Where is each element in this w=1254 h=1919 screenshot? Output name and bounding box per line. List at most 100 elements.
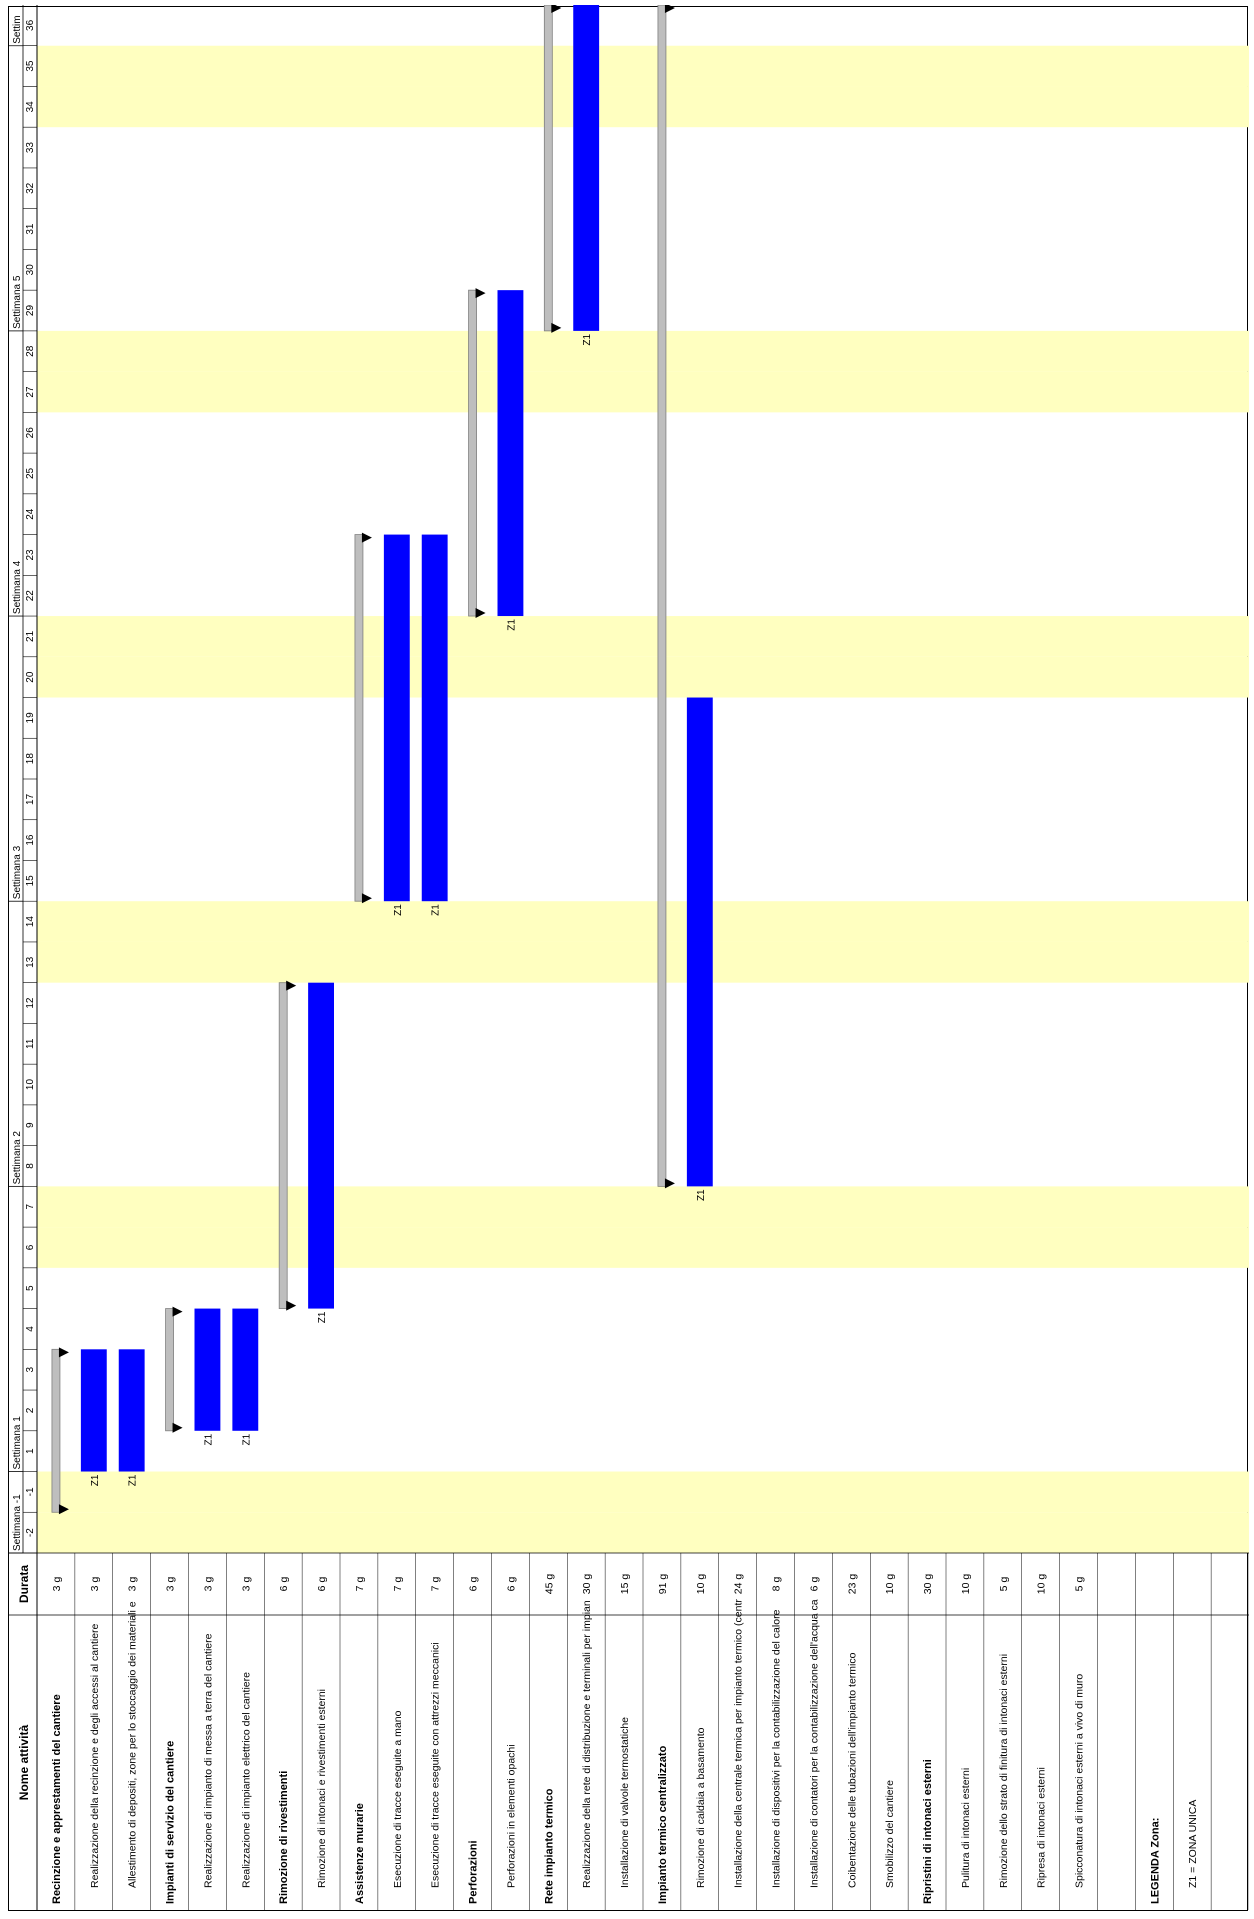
summary-start-marker xyxy=(286,1300,297,1311)
task-name: Realizzazione di impianto di messa a ter… xyxy=(202,1633,214,1888)
summary-bar xyxy=(354,534,364,902)
day-label: 18 xyxy=(25,753,36,765)
day-label: 24 xyxy=(25,508,36,520)
weekend-band xyxy=(37,941,1249,983)
summary-start-marker xyxy=(172,1422,183,1433)
task-duration: 10 g xyxy=(884,1574,896,1595)
day-label: 19 xyxy=(25,712,36,724)
task-name: Installazione di valvole termostatiche xyxy=(619,1717,631,1888)
task-name: Recinzione e apprestamenti del cantiere xyxy=(51,1694,63,1904)
task-name: Pulitura di intonaci esterni xyxy=(960,1768,972,1888)
summary-bar xyxy=(657,5,667,1187)
task-duration: 6 g xyxy=(808,1577,820,1592)
weekend-band xyxy=(37,1227,1249,1268)
task-duration: 45 g xyxy=(543,1574,555,1595)
task-duration: 23 g xyxy=(846,1574,858,1595)
weekend-band xyxy=(37,330,1249,372)
week-label: Settimana 4 xyxy=(12,560,23,614)
task-zone-label: Z1 xyxy=(203,1433,214,1445)
task-duration: 3 g xyxy=(89,1577,101,1592)
day-label: 11 xyxy=(25,1038,36,1049)
task-duration: 10 g xyxy=(1036,1574,1048,1595)
summary-bar xyxy=(468,289,477,617)
weekend-band xyxy=(37,1471,1249,1513)
task-name: Assistenze murarie xyxy=(354,1803,366,1904)
gantt-canvas: Nome attività Durata Settimana -1 Settimana… xyxy=(9,5,1249,1910)
day-label: 20 xyxy=(25,671,36,683)
task-zone-label: Z1 xyxy=(90,1474,101,1486)
task-name: LEGENDA Zona: xyxy=(1149,1818,1161,1904)
day-label: -1 xyxy=(25,1487,36,1496)
task-bar xyxy=(80,1349,107,1472)
day-label: 12 xyxy=(25,997,36,1009)
weekend-band xyxy=(37,656,1249,698)
day-label: 16 xyxy=(25,834,36,846)
task-name: Realizzazione della rete di distribuzion… xyxy=(581,1600,593,1888)
task-duration: 3 g xyxy=(240,1577,252,1592)
day-label: 2 xyxy=(25,1407,36,1413)
task-name: Ripresa di intonaci esterni xyxy=(1036,1767,1048,1888)
day-label: 35 xyxy=(25,60,36,72)
task-duration: 6 g xyxy=(505,1577,517,1592)
task-duration: 7 g xyxy=(392,1577,404,1592)
task-duration: 91 g xyxy=(657,1574,669,1595)
task-duration: 8 g xyxy=(771,1577,783,1592)
week-label: Settimana 5 xyxy=(12,275,23,329)
weekend-band xyxy=(37,45,1249,87)
task-duration: 3 g xyxy=(165,1577,177,1592)
weekend-band xyxy=(37,901,1249,942)
summary-bar xyxy=(543,5,553,332)
day-label: 9 xyxy=(25,1122,36,1128)
day-label: 27 xyxy=(25,386,36,398)
task-name: Installazione della centrale termica per… xyxy=(733,1599,745,1888)
task-bar xyxy=(232,1308,259,1431)
day-label: 23 xyxy=(25,549,36,561)
day-label: 21 xyxy=(25,630,36,642)
day-label: 29 xyxy=(25,305,36,317)
day-label: -2 xyxy=(25,1528,36,1537)
day-label: 14 xyxy=(25,916,36,928)
day-label: 1 xyxy=(25,1448,36,1454)
task-name: Rimozione di rivestimenti xyxy=(278,1771,290,1904)
day-label: 33 xyxy=(25,142,36,154)
task-duration: 6 g xyxy=(316,1577,328,1592)
task-name: Rimozione dello strato di finitura di in… xyxy=(998,1654,1010,1888)
task-name: Esecuzione di tracce eseguite con attrez… xyxy=(430,1642,442,1888)
day-label: 6 xyxy=(25,1244,36,1250)
day-label: 8 xyxy=(25,1163,36,1169)
task-name: Allestimento di depositi, zone per lo st… xyxy=(127,1601,139,1888)
name-column-header: Nome attività xyxy=(17,1725,31,1801)
summary-end-marker xyxy=(286,980,297,991)
day-label: 15 xyxy=(25,875,36,887)
task-bar xyxy=(308,982,334,1309)
task-name: Esecuzione di tracce eseguite a mano xyxy=(392,1710,404,1888)
task-name: Coibentazione delle tubazioni dell'impia… xyxy=(846,1652,858,1888)
week-label: Settimana -1 xyxy=(12,1494,23,1551)
weekend-band xyxy=(37,371,1249,413)
task-name: Smobilizzo del cantiere xyxy=(884,1780,896,1888)
summary-end-marker xyxy=(58,1347,69,1358)
task-duration: 7 g xyxy=(354,1577,366,1592)
task-bar xyxy=(194,1308,221,1431)
task-name: Rete impianto termico xyxy=(543,1788,555,1904)
task-name: Z1 = ZONA UNICA xyxy=(1187,1800,1199,1888)
task-duration: 3 g xyxy=(127,1577,139,1592)
task-zone-label: Z1 xyxy=(128,1474,139,1486)
task-name: Rimozione di caldaia a basamento xyxy=(695,1727,707,1888)
week-label: Settimana 3 xyxy=(12,845,23,899)
task-duration: 24 g xyxy=(733,1574,745,1595)
day-label: 3 xyxy=(25,1366,36,1372)
day-label: 22 xyxy=(25,590,36,602)
weekend-band xyxy=(37,86,1249,128)
summary-end-marker xyxy=(551,5,562,13)
task-zone-label: Z1 xyxy=(431,904,442,916)
task-bar xyxy=(383,534,410,902)
task-bar xyxy=(497,290,524,617)
task-name: Installazione di dispositivi per la cont… xyxy=(771,1609,783,1888)
task-duration: 15 g xyxy=(619,1574,631,1595)
task-zone-label: Z1 xyxy=(393,904,404,916)
task-duration: 10 g xyxy=(695,1574,707,1595)
task-duration: 6 g xyxy=(468,1577,480,1592)
task-name: Rimozione di intonaci e rivestimenti est… xyxy=(316,1689,328,1888)
